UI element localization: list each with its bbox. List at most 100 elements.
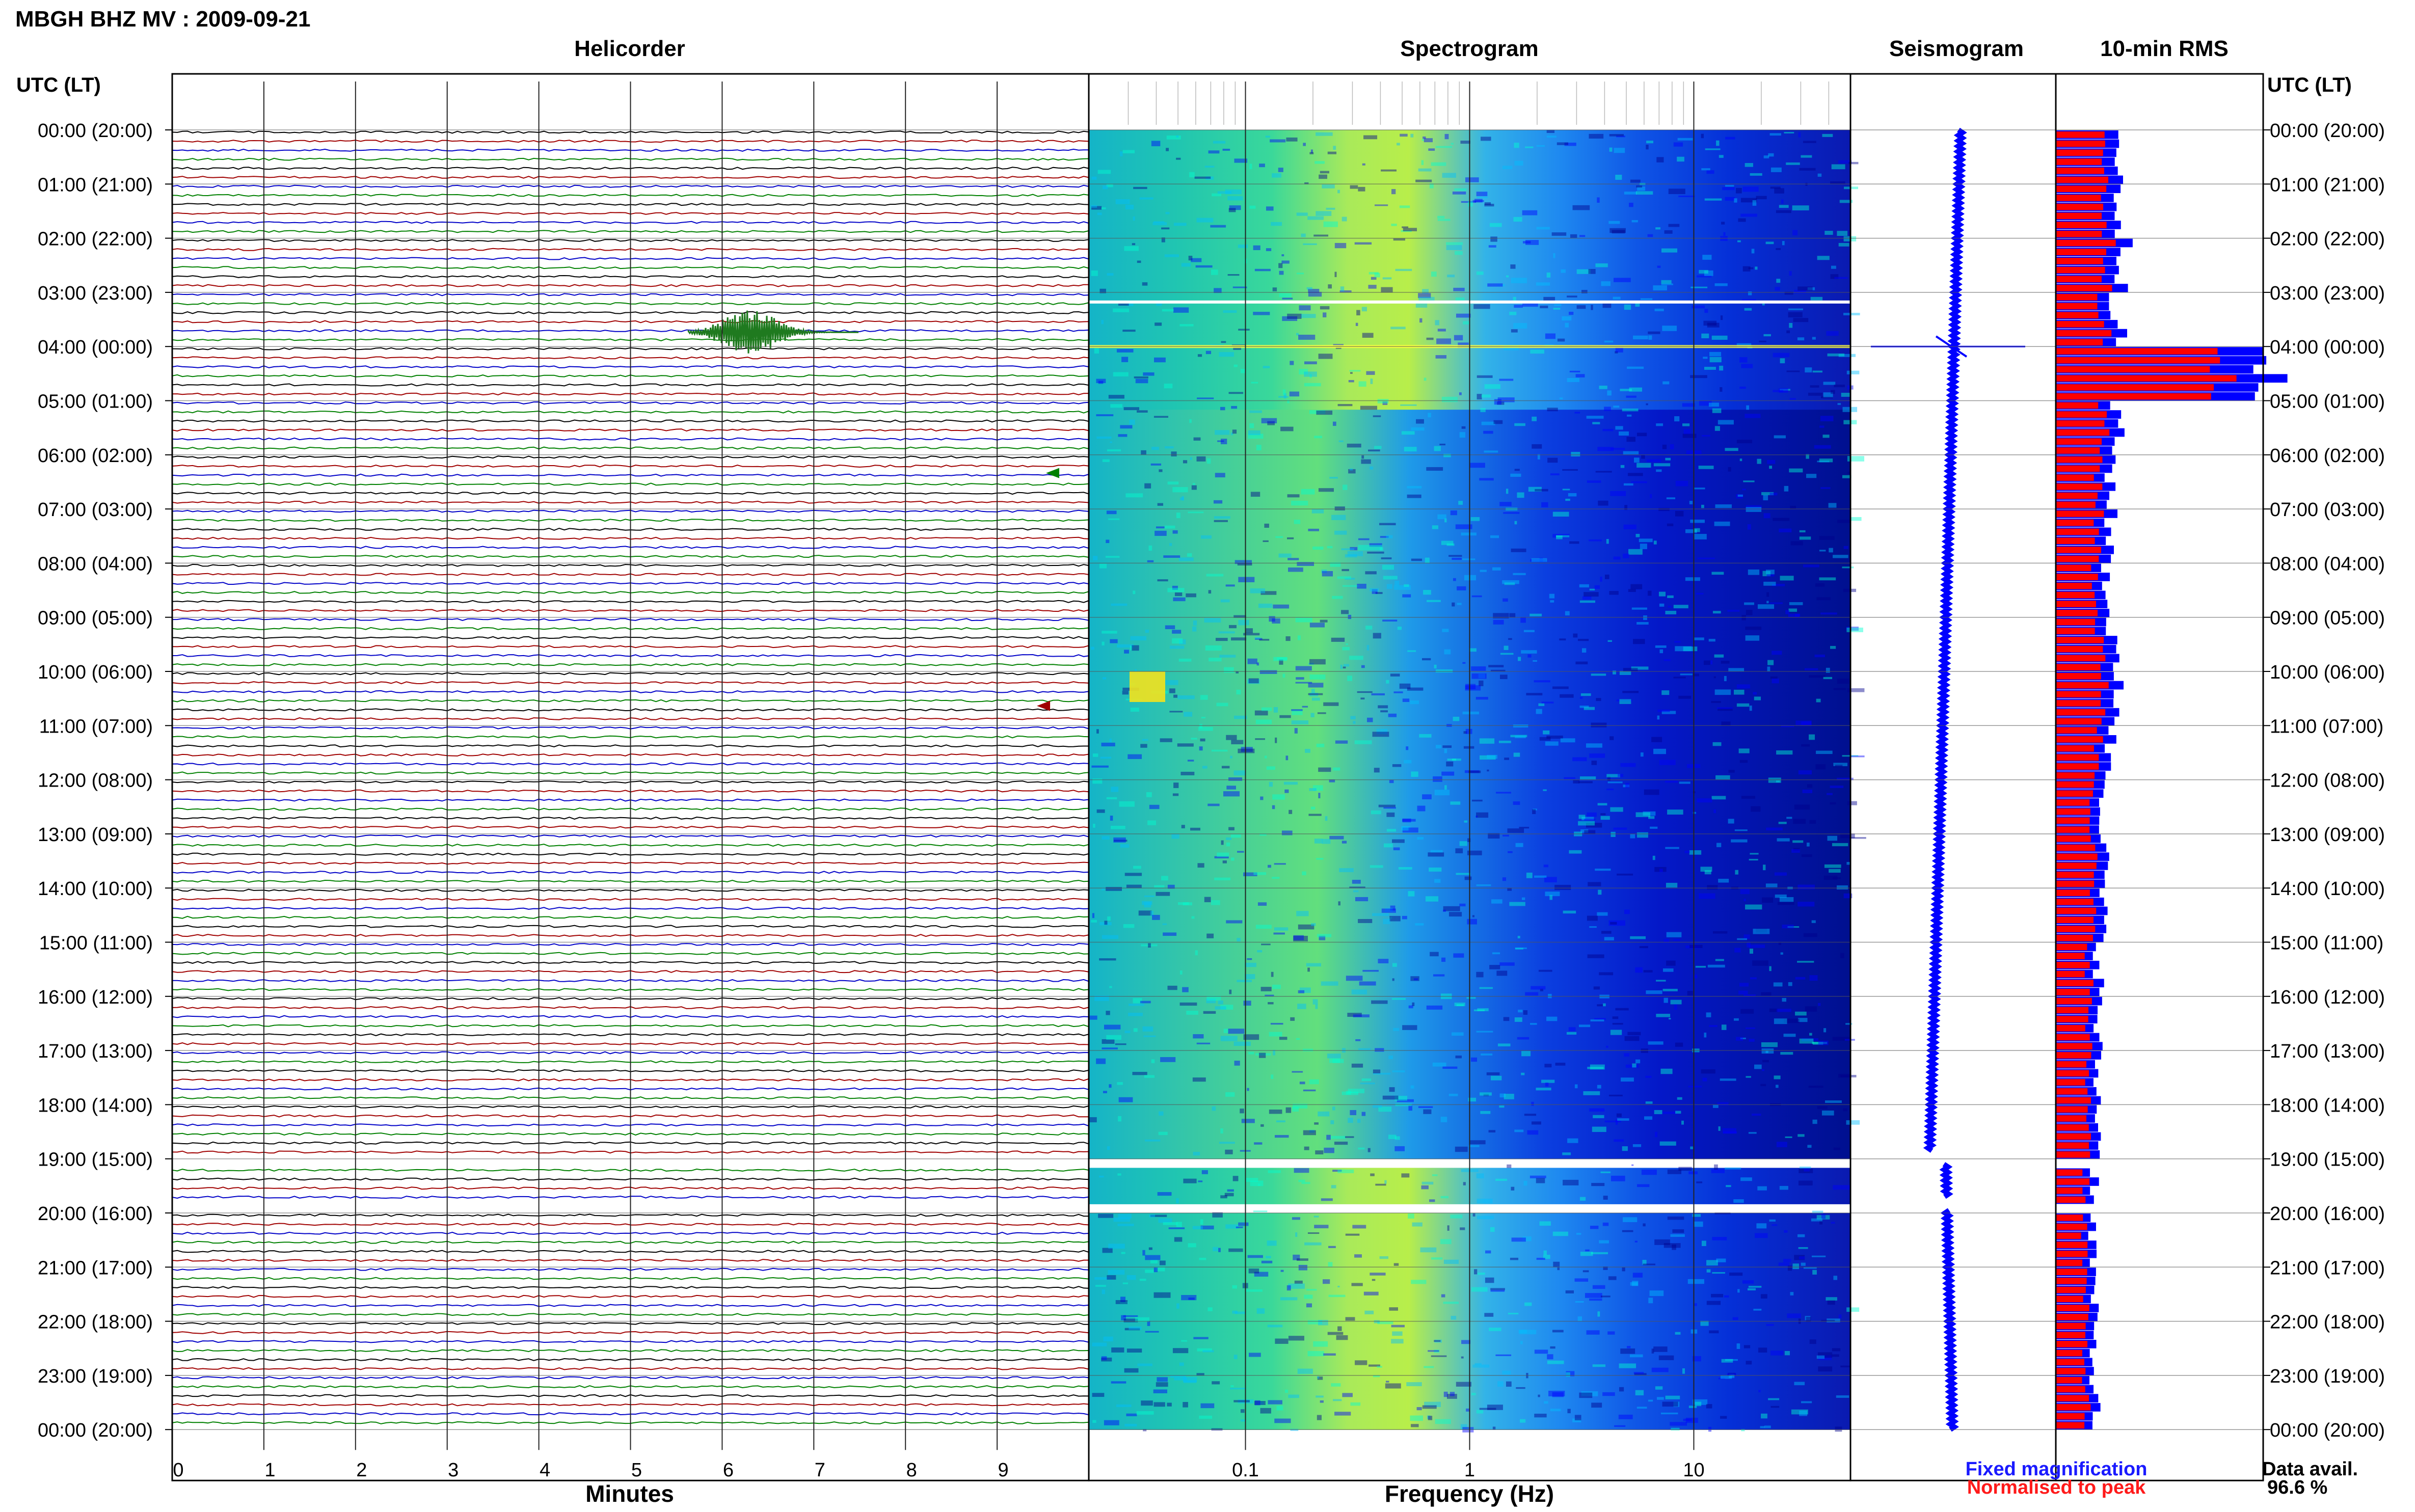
spectrogram-speckle [1506, 275, 1509, 278]
spectrogram-speckle [1701, 1069, 1715, 1074]
spectrogram-speckle [1156, 1266, 1165, 1272]
spectrogram-speckle [1739, 386, 1746, 389]
spectrogram-speckle [1812, 370, 1822, 373]
spectrogram-speckle [1352, 880, 1361, 884]
spectrogram-speckle [1827, 1318, 1840, 1322]
spectrogram-speckle [1826, 667, 1830, 673]
spectrogram-speckle [1620, 465, 1625, 468]
spectrogram-speckle [1816, 750, 1833, 754]
spectrogram-speckle [1255, 719, 1272, 724]
spectrogram-speckle [1173, 782, 1179, 788]
spectrogram-speckle [1385, 1383, 1401, 1389]
spectrogram-speckle [1143, 1035, 1156, 1037]
spectrogram-speckle [1153, 221, 1165, 223]
spectrogram-speckle [1774, 188, 1784, 194]
spectrogram-speckle [1660, 1068, 1673, 1074]
spectrogram-speckle [1249, 205, 1256, 209]
spectrogram-speckle [1313, 1216, 1319, 1218]
spectrogram-speckle [1653, 541, 1657, 545]
spectrogram-speckle [1428, 1350, 1439, 1352]
spectrogram-speckle [1693, 975, 1698, 979]
spectrogram-speckle [1644, 1116, 1653, 1120]
spectrogram-speckle [1383, 807, 1396, 809]
minutes-axis-label: Minutes [585, 1480, 674, 1507]
spectrogram-speckle [1550, 600, 1554, 603]
rms-bar-normalised [2056, 727, 2097, 734]
spectrogram-speckle [1630, 834, 1635, 839]
spectrogram-speckle [1392, 1070, 1405, 1072]
spectrogram-speckle [1411, 1424, 1419, 1427]
time-label-left: 14:00 (10:00) [38, 878, 153, 900]
spectrogram-speckle [1626, 437, 1636, 442]
spectrogram-speckle [1671, 1427, 1680, 1431]
spectrogram-speckle [1670, 1234, 1685, 1237]
spectrogram-speckle [1093, 556, 1098, 560]
spectrogram-speckle [1597, 197, 1600, 203]
spectrogram-speckle [1469, 463, 1485, 468]
spectrogram-speckle [1761, 1042, 1778, 1047]
data-availability-label: Data avail. [2262, 1459, 2358, 1480]
spectrogram-speckle [1720, 315, 1723, 320]
spectrogram-speckle [1256, 662, 1259, 666]
spectrogram-speckle [1522, 210, 1538, 215]
spectrogram-speckle [1184, 712, 1193, 717]
spectrogram-speckle [1499, 1093, 1506, 1098]
spectrogram-speckle [1144, 895, 1155, 897]
spectrogram-speckle [1810, 296, 1823, 301]
spectrogram-speckle [1456, 313, 1471, 318]
spectrogram-speckle [1386, 812, 1395, 817]
spectrogram-speckle [1795, 977, 1806, 980]
spectrogram-speckle [1262, 707, 1272, 711]
spectrogram-speckle [1657, 265, 1661, 268]
spectrogram-speckle [1314, 1225, 1329, 1229]
spectrogram-speckle [1622, 1267, 1625, 1272]
time-label-left: 19:00 (15:00) [38, 1149, 153, 1171]
spectrogram-speckle [1363, 1291, 1379, 1295]
spectrogram-speckle [1721, 1359, 1733, 1363]
rms-bar-normalised [2056, 546, 2101, 553]
spectrogram-speckle [1158, 1131, 1168, 1136]
spectrogram-speckle [1350, 1110, 1357, 1116]
spectrogram-speckle [1658, 591, 1666, 597]
spectrogram-speckle [1135, 1317, 1149, 1322]
spectrogram-speckle [1568, 493, 1577, 497]
spectrogram-speckle [1401, 826, 1409, 831]
spectrogram-speckle [1637, 1184, 1650, 1187]
spectrogram-speckle [1565, 498, 1570, 501]
spectrogram-speckle [1209, 658, 1222, 662]
spectrogram-speckle [1136, 1411, 1154, 1415]
spectrogram-speckle [1821, 1110, 1834, 1116]
spectrogram-speckle [1488, 833, 1500, 839]
rms-bar-normalised [2056, 447, 2100, 454]
spectrogram-speckle [1100, 757, 1112, 759]
spectrogram-speckle [1811, 920, 1816, 923]
spectrogram-speckle [1378, 804, 1396, 807]
spectrogram-speckle [1619, 431, 1629, 436]
spectrogram-speckle [1523, 1010, 1528, 1015]
spectrogram-speckle [1769, 602, 1783, 604]
spectrogram-speckle [1612, 230, 1625, 234]
spectrogram-speckle [1395, 268, 1412, 272]
spectrogram-speckle [1541, 701, 1554, 704]
spectrogram-speckle [1291, 720, 1309, 724]
spectrogram-speckle [1311, 689, 1315, 693]
spectrogram-speckle [1428, 1416, 1433, 1420]
spectrogram-speckle [1172, 1348, 1189, 1354]
spectrogram-speckle [1654, 1110, 1662, 1115]
spectrogram-speckle [1675, 480, 1688, 487]
spectrogram-speckle [1092, 1342, 1107, 1346]
rms-bar-normalised [2056, 1332, 2085, 1339]
spectrogram-speckle [1236, 1226, 1243, 1228]
spectrogram-speckle [1476, 271, 1484, 275]
spectrogram-speckle [1777, 838, 1790, 842]
spectrogram-speckle [1587, 480, 1601, 483]
spectrogram-speckle [1331, 515, 1346, 520]
spectrogram-speckle [1214, 288, 1222, 293]
spectrogram-speckle [1215, 430, 1230, 435]
spectrogram-speckle [1510, 264, 1516, 269]
spectrogram-speckle [1511, 548, 1526, 552]
spectrogram-speckle [1774, 1018, 1787, 1024]
spectrogram-speckle [1468, 201, 1473, 207]
spectrogram-speckle [1328, 1246, 1336, 1248]
spectrogram-speckle [1613, 827, 1627, 830]
